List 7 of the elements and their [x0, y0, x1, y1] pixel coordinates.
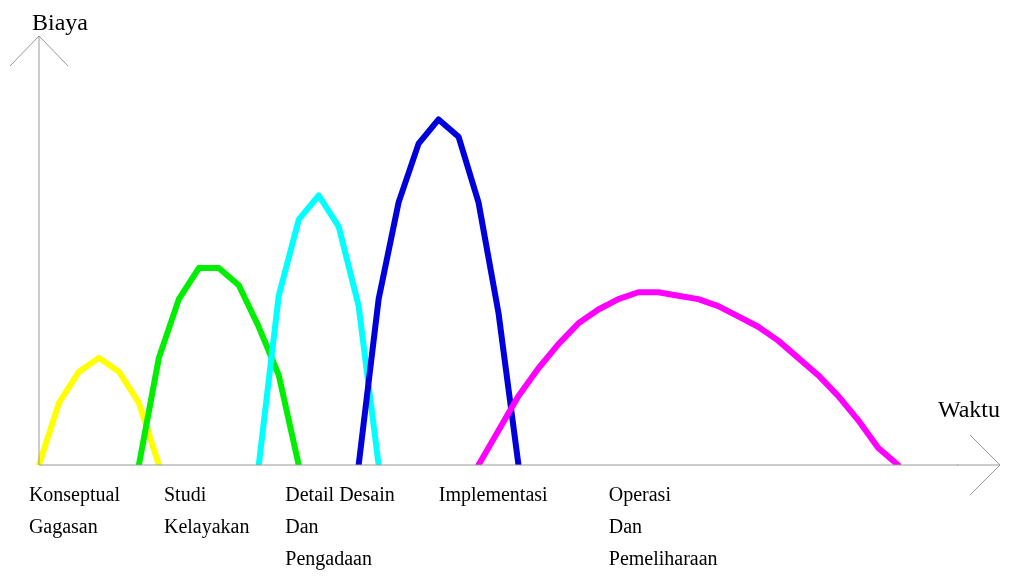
text: Detail Desain Dan Pengadaan: [285, 483, 395, 570]
y-axis-title: Biaya: [32, 9, 89, 35]
text: Implementasi: [438, 483, 549, 506]
text: Studi Kelayakan: [163, 483, 250, 538]
x-axis-title: Waktu: [937, 396, 1000, 422]
text: Konseptual Gagasan: [28, 483, 121, 538]
text: Operasi Dan Pemeliharaan: [608, 483, 718, 569]
